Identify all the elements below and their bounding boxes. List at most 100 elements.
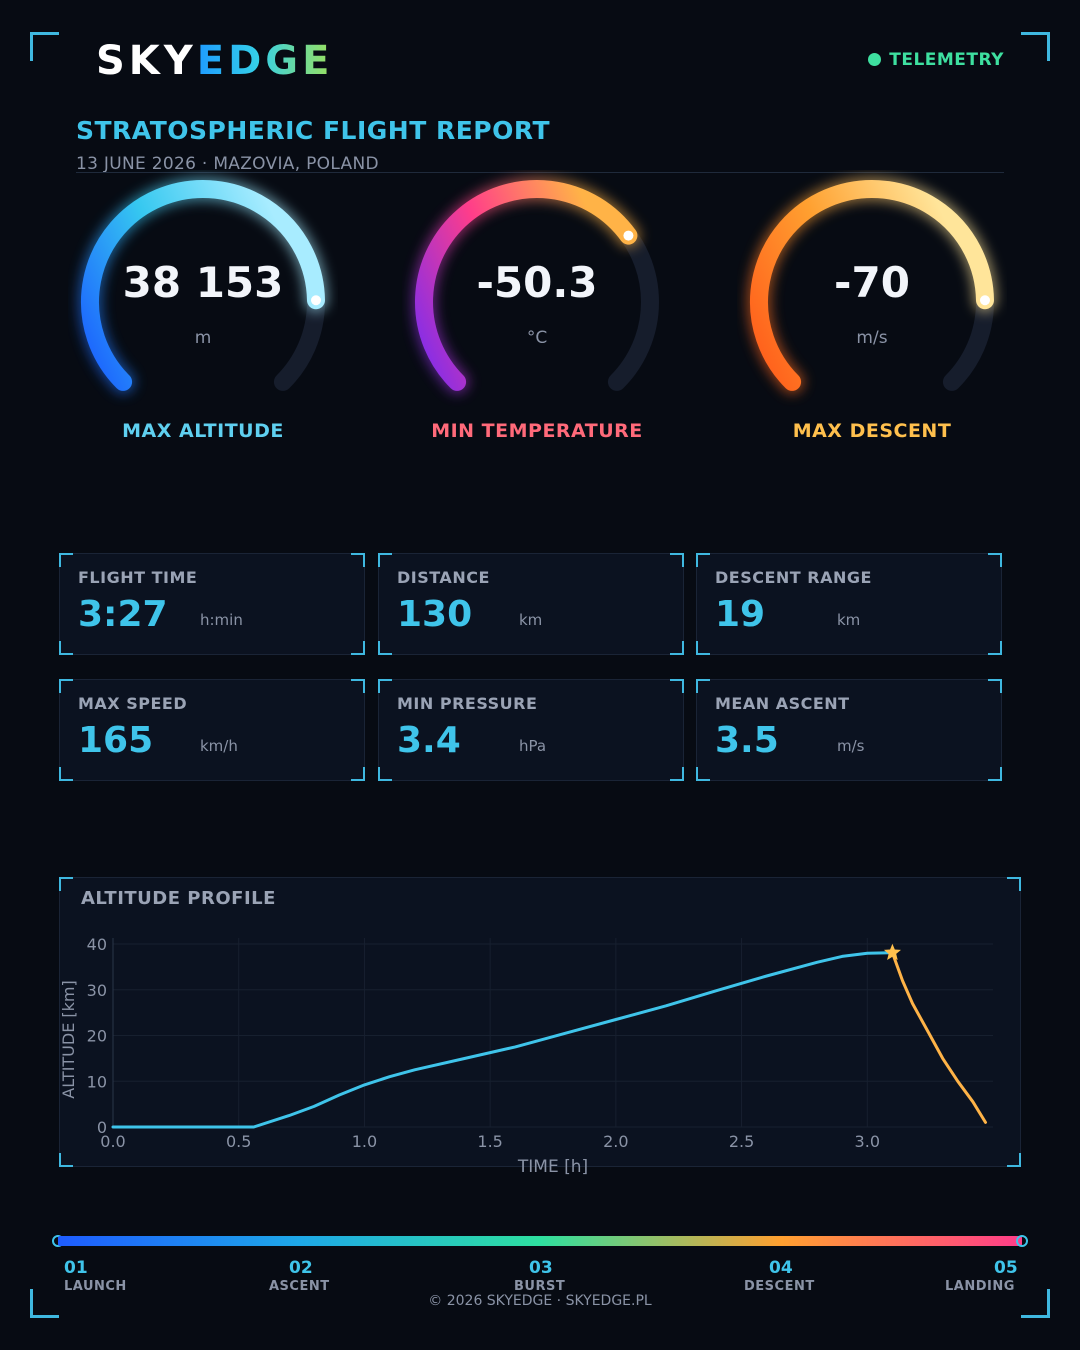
logo-text-sky: SKY — [96, 38, 197, 84]
phase-label-burst: BURST — [514, 1279, 566, 1294]
phase-number: 04 — [769, 1258, 793, 1278]
corner-bracket — [378, 767, 392, 781]
y-tick-label: 10 — [87, 1072, 107, 1091]
corner-bracket — [696, 553, 710, 567]
corner-bracket — [670, 767, 684, 781]
altitude-chart: 0.0 0.5 1.0 1.5 2.0 2.5 3.0 0 10 20 30 40 TIME [h] AL… — [59, 935, 993, 1177]
gauge-label: MAX DESCENT — [792, 420, 952, 442]
x-tick-label: 2.0 — [603, 1132, 628, 1151]
x-tick-label: 3.0 — [855, 1132, 880, 1151]
altitude-profile-panel — [59, 877, 1021, 1167]
stat-card-descent-range: DESCENT RANGE 19 km — [696, 553, 1002, 655]
gauge-ring-descent — [747, 177, 997, 394]
stat-unit: hPa — [519, 737, 547, 755]
stat-label: MIN PRESSURE — [397, 694, 538, 713]
phase-label-landing: LANDING — [945, 1279, 1015, 1294]
x-tick-label: 0.5 — [226, 1132, 251, 1151]
y-tick-label: 0 — [97, 1118, 107, 1137]
gauge-unit: m/s — [856, 328, 888, 348]
stat-unit: km — [519, 611, 543, 629]
y-axis-label: ALTITUDE [km] — [59, 980, 78, 1098]
stat-unit: m/s — [837, 737, 865, 755]
gauge-min-temperature: -50.3 °C MIN TEMPERATURE — [402, 170, 672, 442]
footer-copyright: © 2026 SKYEDGE · SKYEDGE.PL — [428, 1293, 652, 1309]
y-tick-label: 20 — [87, 1027, 107, 1046]
logo-text-edge: EDGE — [196, 38, 334, 84]
gauge-label: MAX ALTITUDE — [122, 420, 284, 442]
gauge-max-descent: -70 m/s MAX DESCENT — [737, 170, 1007, 442]
corner-bracket — [351, 553, 365, 567]
corner-bracket — [59, 877, 73, 891]
chart-title: ALTITUDE PROFILE — [81, 888, 276, 909]
divider — [76, 172, 1004, 173]
corner-bracket — [988, 679, 1002, 693]
phase-bar-end-cap — [1016, 1235, 1028, 1247]
ascent-series-line — [111, 951, 894, 1129]
phase-label-launch: LAUNCH — [64, 1279, 127, 1294]
stat-value: 165 — [78, 720, 154, 761]
corner-bracket — [988, 553, 1002, 567]
report-subtitle: 13 JUNE 2026 · MAZOVIA, POLAND — [76, 154, 379, 174]
telemetry-label: TELEMETRY — [889, 50, 1004, 70]
brand-logo: SKYEDGE — [96, 38, 333, 84]
corner-bracket — [59, 553, 73, 567]
corner-bracket — [59, 641, 73, 655]
frame-corner-bottom-right — [1021, 1289, 1050, 1318]
stat-label: DISTANCE — [397, 568, 490, 587]
corner-bracket — [696, 767, 710, 781]
corner-bracket — [378, 641, 392, 655]
stat-label: FLIGHT TIME — [78, 568, 198, 587]
stat-value: 3.5 — [715, 720, 779, 761]
telemetry-status: TELEMETRY — [868, 50, 1004, 70]
stat-card-max-speed: MAX SPEED 165 km/h — [59, 679, 365, 781]
corner-bracket — [59, 1153, 73, 1167]
gauge-value: -70 — [834, 258, 910, 307]
gauge-unit: °C — [526, 328, 548, 348]
phase-label-ascent: ASCENT — [269, 1279, 330, 1294]
corner-bracket — [696, 641, 710, 655]
gauge-fill-arc — [415, 180, 638, 391]
gauge-tip-dot — [979, 295, 990, 306]
descent-series-line — [890, 951, 987, 1124]
gauge-max-altitude: 38 153 m MAX ALTITUDE — [68, 170, 338, 442]
y-tick-label: 30 — [87, 981, 107, 1000]
corner-bracket — [670, 641, 684, 655]
gauge-ring-altitude — [78, 177, 328, 394]
frame-corner-bottom-left — [30, 1289, 59, 1318]
frame-corner-top-left — [30, 32, 59, 61]
x-tick-label: 2.5 — [729, 1132, 754, 1151]
phase-label-descent: DESCENT — [744, 1279, 815, 1294]
phase-progress-bar — [52, 1235, 1028, 1247]
gauge-tip-dot — [310, 295, 321, 306]
stat-card-distance: DISTANCE 130 km — [378, 553, 684, 655]
gauge-tip-dot — [623, 230, 634, 241]
stat-card-mean-ascent: MEAN ASCENT 3.5 m/s — [696, 679, 1002, 781]
phase-number: 03 — [529, 1258, 553, 1278]
corner-bracket — [351, 767, 365, 781]
stat-card-min-pressure: MIN PRESSURE 3.4 hPa — [378, 679, 684, 781]
phase-number: 01 — [64, 1258, 88, 1278]
corner-bracket — [670, 553, 684, 567]
stat-label: DESCENT RANGE — [715, 568, 872, 587]
frame-corner-top-right — [1021, 32, 1050, 61]
burst-star-icon — [883, 943, 901, 960]
corner-bracket — [670, 679, 684, 693]
corner-bracket — [1007, 1153, 1021, 1167]
y-tick-label: 40 — [87, 935, 107, 954]
stat-value: 3.4 — [397, 720, 461, 761]
stat-unit: km — [837, 611, 861, 629]
corner-bracket — [59, 767, 73, 781]
status-dot-icon — [868, 53, 882, 66]
gauge-fill-arc — [81, 180, 325, 391]
corner-bracket — [696, 679, 710, 693]
x-axis-label: TIME [h] — [517, 1157, 588, 1177]
stat-value: 130 — [397, 594, 473, 635]
phase-bar-fill — [58, 1236, 1022, 1246]
stat-unit: km/h — [200, 737, 238, 755]
gauge-label: MIN TEMPERATURE — [431, 420, 643, 442]
corner-bracket — [378, 553, 392, 567]
report-title: STRATOSPHERIC FLIGHT REPORT — [76, 116, 551, 145]
stat-label: MEAN ASCENT — [715, 694, 850, 713]
stat-unit: h:min — [200, 611, 243, 629]
stat-card-flight-time: FLIGHT TIME 3:27 h:min — [59, 553, 365, 655]
